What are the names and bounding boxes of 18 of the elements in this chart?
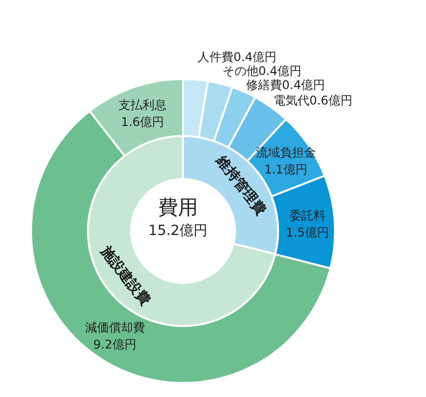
data-label: 9.2億円 [93,337,136,352]
data-label: 0.6億円 [309,93,352,108]
slice-label: 委託料 [289,208,326,222]
data-label: 0.4億円 [234,50,277,64]
slice-label: 施設建設費 [96,242,153,309]
data-label: 1.6億円 [120,115,164,130]
data-label: 0.4億円 [258,64,302,78]
data-label: 1.5億円 [286,225,329,240]
data-label: 1.1億円 [264,162,308,177]
slice-label: 人件費 [198,50,234,64]
text: 15.2億円 [147,222,209,241]
slice-label: 修繕費 [246,78,282,92]
slice-label: 電気代 [273,93,310,108]
slice-label: その他 [222,64,258,78]
slice-label: 減価償却費 [84,320,145,334]
text: 費用 [158,195,198,219]
data-label: 0.4億円 [282,78,326,92]
slice-label: 支払利息 [118,98,167,112]
